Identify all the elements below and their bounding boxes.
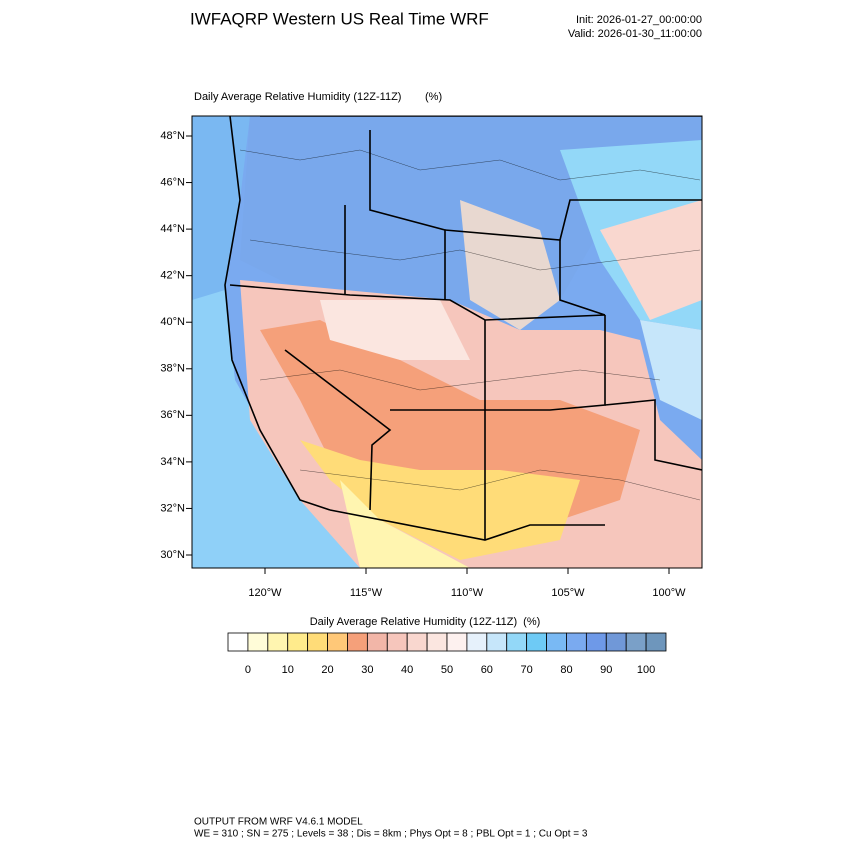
colorbar-box	[386, 632, 408, 652]
colorbar-label: 20	[321, 664, 333, 676]
colorbar-box	[486, 632, 508, 652]
title: IWFAQRP Western US Real Time WRF	[190, 9, 489, 28]
colorbar-label: 90	[600, 664, 612, 676]
colorbar-box	[566, 632, 587, 652]
lat-label: 48°N	[160, 130, 185, 142]
lat-label: 34°N	[160, 456, 185, 468]
colorbar-box	[307, 632, 328, 652]
lat-label: 44°N	[160, 223, 185, 235]
colorbar-box	[645, 632, 667, 652]
lon-label: 105°W	[551, 587, 585, 599]
colorbar-label: 80	[560, 664, 572, 676]
footer-line-2: WE = 310 ; SN = 275 ; Levels = 38 ; Dis …	[194, 829, 588, 840]
colorbar-box	[366, 632, 388, 652]
colorbar-label: 0	[245, 664, 251, 676]
colorbar-label: 50	[441, 664, 453, 676]
colorbar-box	[406, 632, 428, 652]
colorbar-box	[585, 632, 607, 652]
map-units: (%)	[425, 91, 442, 103]
lat-label: 36°N	[160, 409, 185, 421]
colorbar-box	[247, 632, 269, 652]
map-subtitle: Daily Average Relative Humidity (12Z-11Z…	[194, 91, 401, 103]
colorbar-box	[267, 632, 289, 652]
colorbar-box	[426, 632, 448, 652]
colorbar-label: 40	[401, 664, 413, 676]
colorbar-box	[327, 632, 348, 652]
lat-label: 30°N	[160, 549, 185, 561]
colorbar-box	[347, 632, 368, 652]
colorbar-box	[287, 632, 309, 652]
map-frame	[191, 115, 703, 569]
colorbar-box	[446, 632, 468, 652]
lon-label: 100°W	[652, 587, 686, 599]
map-field	[192, 116, 702, 568]
footer-line-1: OUTPUT FROM WRF V4.6.1 MODEL	[194, 817, 363, 828]
init-time: Init: 2026-01-27_00:00:00	[576, 14, 702, 26]
colorbar-box	[546, 632, 567, 652]
lat-label: 42°N	[160, 270, 185, 282]
colorbar-label: 100	[637, 664, 655, 676]
lat-label: 38°N	[160, 363, 185, 375]
colorbar-box	[625, 632, 647, 652]
lon-label: 115°W	[350, 587, 383, 599]
colorbar-box	[526, 632, 547, 652]
lat-label: 32°N	[160, 502, 185, 514]
colorbar-box	[466, 632, 488, 652]
lon-label: 120°W	[248, 587, 282, 599]
colorbar-box	[506, 632, 528, 652]
lat-label: 40°N	[160, 316, 185, 328]
lat-label: 46°N	[160, 176, 185, 188]
colorbar-label: 60	[481, 664, 493, 676]
colorbar-label: 10	[282, 664, 294, 676]
colorbar-box	[605, 632, 627, 652]
colorbar-title: Daily Average Relative Humidity (12Z-11Z…	[310, 616, 541, 628]
colorbar-box	[227, 632, 249, 652]
valid-time: Valid: 2026-01-30_11:00:00	[568, 28, 702, 40]
lon-label: 110°W	[451, 587, 484, 599]
colorbar-label: 70	[521, 664, 533, 676]
colorbar-label: 30	[361, 664, 373, 676]
